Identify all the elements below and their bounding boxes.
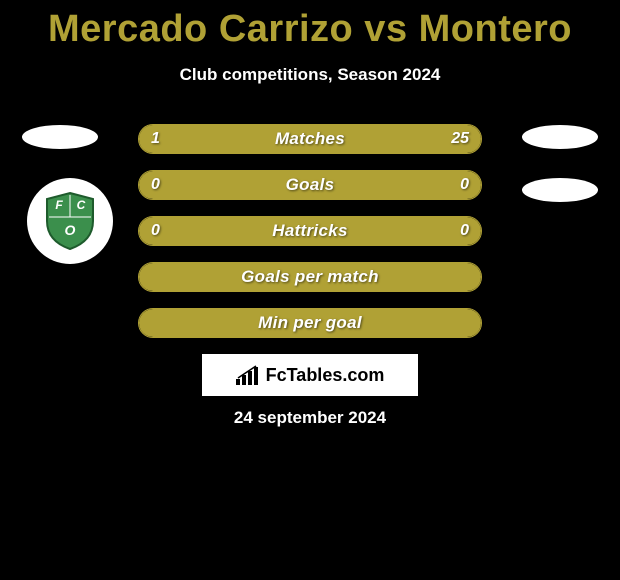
- stat-bars: 125Matches 00Goals 00Hattricks Goals per ma…: [138, 124, 482, 354]
- stat-row: 00Goals: [138, 170, 482, 200]
- stat-row: 125Matches: [138, 124, 482, 154]
- player-right-placeholder-1: [522, 125, 598, 149]
- page-title: Mercado Carrizo vs Montero: [0, 0, 620, 51]
- stat-row: Min per goal: [138, 308, 482, 338]
- date: 24 september 2024: [0, 408, 620, 428]
- svg-text:F: F: [55, 198, 63, 212]
- brand-box[interactable]: FcTables.com: [202, 354, 418, 396]
- subtitle: Club competitions, Season 2024: [0, 65, 620, 85]
- brand-text: FcTables.com: [266, 365, 385, 386]
- chart-icon: [236, 365, 260, 385]
- svg-text:O: O: [65, 222, 76, 238]
- stat-label: Goals per match: [139, 267, 481, 287]
- stat-label: Hattricks: [139, 221, 481, 241]
- stat-label: Matches: [139, 129, 481, 149]
- shield-icon: F C O: [43, 191, 97, 251]
- stat-row: Goals per match: [138, 262, 482, 292]
- stat-label: Goals: [139, 175, 481, 195]
- stat-label: Min per goal: [139, 313, 481, 333]
- player-right-placeholder-2: [522, 178, 598, 202]
- club-badge: F C O: [27, 178, 113, 264]
- stat-row: 00Hattricks: [138, 216, 482, 246]
- player-left-placeholder: [22, 125, 98, 149]
- svg-text:C: C: [77, 198, 86, 212]
